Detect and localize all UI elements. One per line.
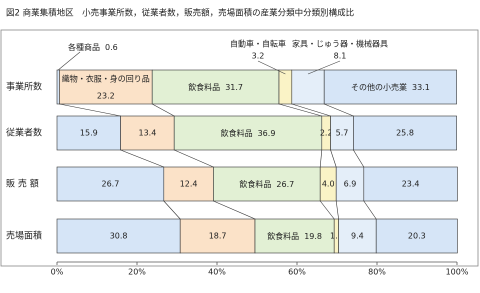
x-tick-label: 0%: [51, 268, 64, 277]
connector: [163, 200, 181, 220]
value-label: 31.7: [225, 83, 243, 92]
value-label: 5.7: [336, 129, 349, 138]
leader-line: [58, 51, 81, 71]
value-label: 15.9: [80, 129, 98, 138]
connector: [291, 103, 331, 117]
connector: [278, 103, 322, 117]
connector: [174, 149, 214, 168]
connector: [152, 103, 175, 117]
bar-segment: [278, 69, 293, 105]
connector: [353, 149, 365, 168]
connector: [319, 149, 323, 168]
value-label: 23.4: [402, 180, 420, 189]
connector: [319, 200, 335, 220]
chart-title: 図2 商業集積地区 小売事業所数，従業者数，販売額，売場面積の産業分類中分類別構…: [6, 8, 354, 19]
segment-label: 飲食料品 36.9: [221, 128, 276, 138]
value-label: 8.1: [334, 52, 347, 61]
bar-segment: [213, 166, 321, 202]
connector: [363, 200, 377, 220]
segment-label: 飲食料品 31.7: [188, 82, 243, 92]
bar-segment: [59, 69, 153, 105]
x-tick-label: 60%: [288, 268, 306, 277]
bar-segment: [291, 69, 325, 105]
value-label: 13.4: [138, 129, 156, 138]
bar-segment: [338, 218, 377, 254]
x-tick-label: 40%: [208, 268, 226, 277]
bar-segment: [173, 115, 323, 151]
value-label: 18.7: [209, 232, 227, 241]
series-name: 自動車・自転車: [230, 39, 286, 49]
value-label: 20.3: [408, 232, 426, 241]
leader-line: [257, 60, 286, 75]
bar-segment: [335, 166, 365, 202]
bar-segment: [151, 69, 280, 105]
value-label: 19.8: [304, 232, 322, 241]
series-name: 飲食料品: [188, 82, 220, 92]
bar-segment: [353, 115, 457, 151]
value-label: 4.0: [322, 180, 335, 189]
segment-label: 飲食料品 19.8: [267, 231, 322, 241]
series-name: 各種商品: [68, 42, 100, 52]
connector: [213, 200, 256, 220]
bar-segment: [120, 115, 175, 151]
leader-line: [307, 60, 341, 75]
segment-label: 飲食料品 26.7: [239, 179, 294, 189]
bar-segment: [56, 218, 181, 254]
plot-frame: [0, 29, 479, 267]
value-label: 6.9: [344, 180, 357, 189]
bar-segment: [363, 166, 458, 202]
value-label: 26.7: [276, 180, 294, 189]
series-name: 家具・じゅう器・機械器具: [292, 39, 388, 49]
series-name: 飲食料品: [221, 128, 253, 138]
bar-segment: [254, 218, 335, 254]
segment-label: 各種商品 0.6: [68, 42, 118, 52]
connector: [330, 149, 337, 168]
bar-segment: [179, 218, 256, 254]
row-label: 事業所数: [6, 81, 42, 93]
bar-segment: [323, 69, 457, 105]
value-label: 2.2: [320, 129, 333, 138]
series-name: 飲食料品: [267, 231, 299, 241]
x-tick-label: 20%: [128, 268, 146, 277]
value-label: 1.1: [330, 232, 343, 241]
series-name: その他の小売業: [351, 82, 407, 92]
bar-segment: [56, 69, 60, 105]
x-tick-label: 100%: [446, 268, 469, 277]
x-tick-label: 80%: [368, 268, 386, 277]
connector: [324, 103, 354, 117]
value-label: 23.2: [97, 92, 115, 101]
row-label: 販 売 額: [6, 178, 39, 190]
series-name: 飲食料品: [239, 179, 271, 189]
bar-segment: [56, 166, 165, 202]
value-label: 12.4: [180, 180, 198, 189]
bar-segment: [56, 115, 121, 151]
value-label: 26.7: [101, 180, 119, 189]
connector: [335, 200, 339, 220]
segment-label: その他の小売業 33.1: [351, 82, 430, 92]
connector: [59, 103, 121, 117]
value-label: 30.8: [110, 232, 128, 241]
bar-segment: [163, 166, 214, 202]
connector: [120, 149, 164, 168]
value-label: 33.1: [412, 83, 430, 92]
value-label: 3.2: [252, 52, 265, 61]
value-label: 36.9: [258, 129, 276, 138]
row-label: 売場面積: [6, 230, 42, 242]
series-name: 織物・衣服・身の回り品: [62, 74, 150, 84]
bar-segment: [375, 218, 458, 254]
value-label: 25.8: [396, 129, 414, 138]
row-label: 従業者数: [6, 127, 42, 139]
value-label: 0.6: [105, 43, 118, 52]
value-label: 9.4: [351, 232, 364, 241]
